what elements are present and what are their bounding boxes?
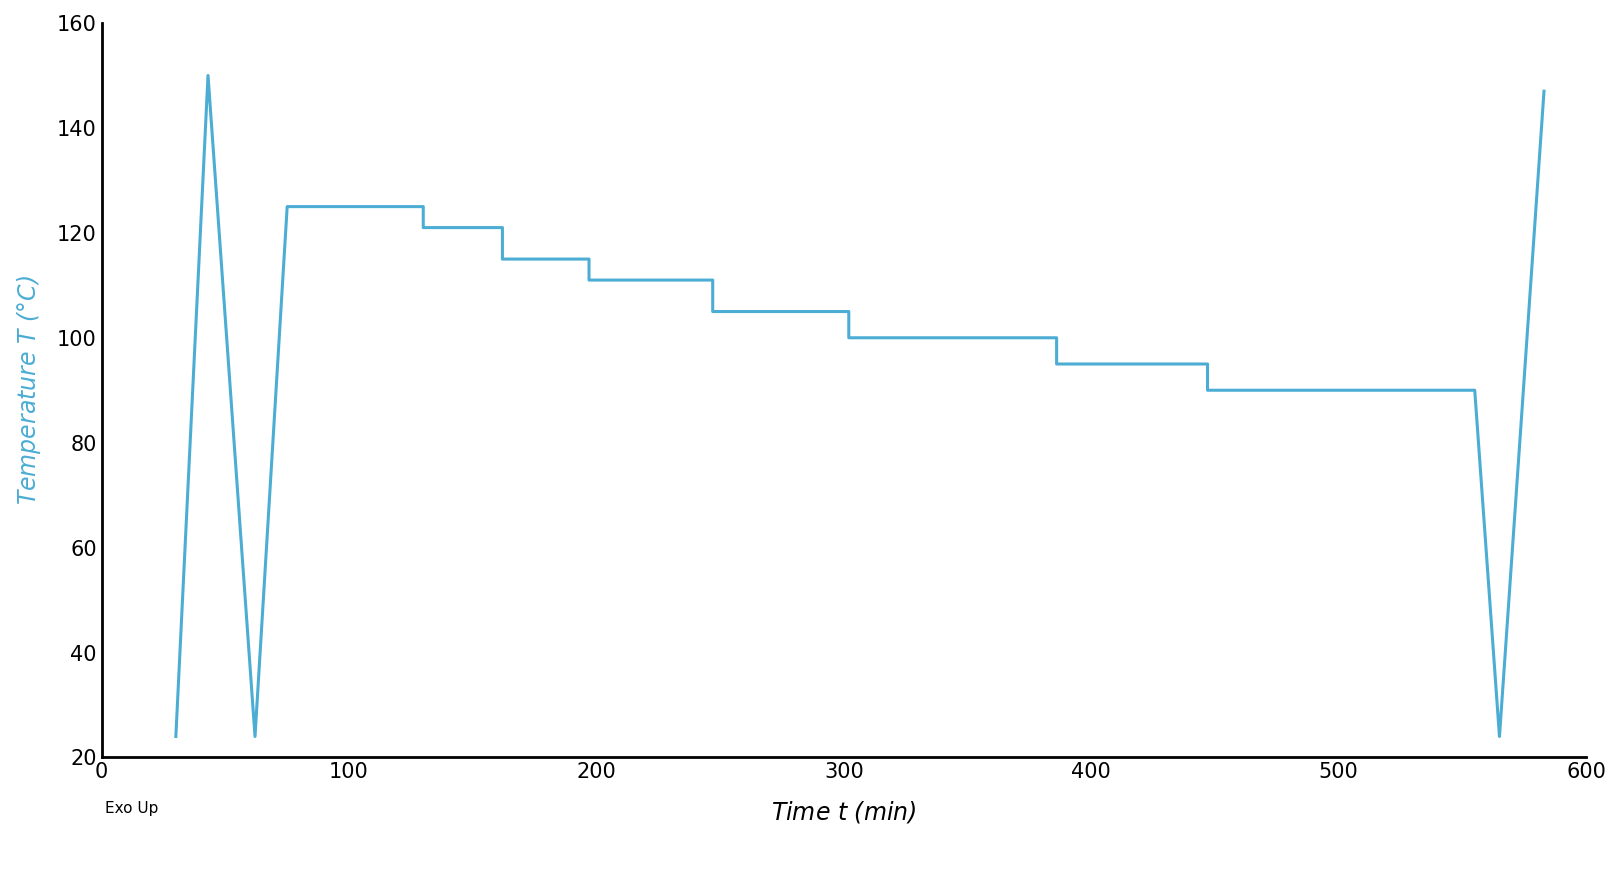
X-axis label: Time $t$ (min): Time $t$ (min) xyxy=(772,799,916,825)
Y-axis label: Temperature $T$ (°C): Temperature $T$ (°C) xyxy=(15,276,44,505)
Text: Exo Up: Exo Up xyxy=(105,801,159,816)
